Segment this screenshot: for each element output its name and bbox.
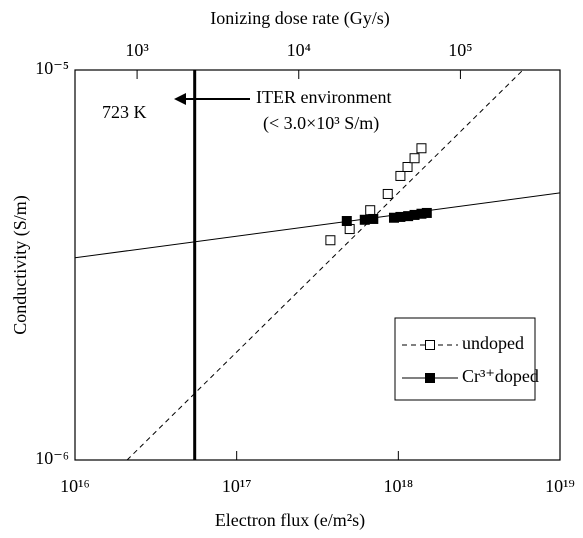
plot-area [75, 70, 560, 460]
arrow-head [174, 93, 186, 105]
annotation: ITER environment [256, 87, 391, 107]
annotation: 723 K [102, 102, 147, 122]
legend-marker [425, 340, 435, 350]
point [402, 162, 413, 173]
point [395, 170, 406, 181]
legend-box [394, 317, 536, 401]
fit-line [75, 192, 560, 259]
legend-marker [425, 373, 435, 383]
point [365, 205, 376, 216]
point [341, 216, 352, 227]
point [416, 143, 427, 154]
x2-tick-label: 10³ [125, 40, 149, 60]
legend-label: undoped [462, 333, 524, 353]
y-tick-label: 10⁻⁶ [35, 448, 69, 468]
y-tick-label: 10⁻⁵ [35, 58, 69, 78]
legend-label: Cr³⁺doped [462, 366, 539, 386]
point [409, 153, 420, 164]
x-axis-title: Electron flux (e/m²s) [215, 510, 365, 531]
point [359, 214, 370, 225]
x-tick-label: 10¹⁸ [383, 476, 413, 496]
point [421, 207, 432, 218]
point [368, 213, 379, 224]
point [382, 188, 393, 199]
x-tick-label: 10¹⁹ [545, 476, 575, 496]
y-axis-title: Conductivity (S/m) [10, 195, 31, 335]
annotation: (< 3.0×10³ S/m) [263, 113, 379, 134]
fit-line [126, 70, 524, 460]
x-tick-label: 10¹⁷ [222, 476, 252, 496]
point [325, 235, 336, 246]
plot-frame [74, 69, 561, 461]
x-tick-label: 10¹⁶ [60, 476, 90, 496]
x2-tick-label: 10⁴ [287, 40, 311, 60]
x2-axis-title: Ionizing dose rate (Gy/s) [210, 8, 389, 29]
x2-tick-label: 10⁵ [448, 40, 472, 60]
